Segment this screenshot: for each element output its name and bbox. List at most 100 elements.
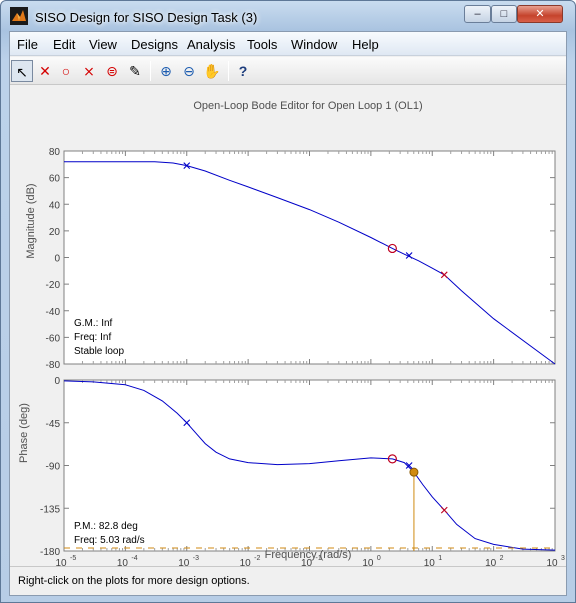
magnitude-y-tick-label: 0 [54, 254, 60, 265]
chart-title: Open-Loop Bode Editor for Open Loop 1 (O… [193, 100, 422, 112]
delete-tool-button[interactable]: ✕ [34, 60, 56, 82]
pole-marker-stroke [405, 252, 413, 259]
arrow-pointer-icon: ↖ [16, 64, 28, 80]
client-area: File Edit View Designs Analysis Tools Wi… [9, 31, 567, 596]
context-help-icon: ? [238, 63, 248, 79]
magnitude-axes[interactable]: 80 60 40 20 0 -20 -40 -60 -80 [46, 147, 556, 371]
zoom-out-tool-button[interactable]: ⊖ [178, 60, 200, 82]
eraser-tool-button[interactable]: ✎ [124, 60, 146, 82]
x-tick-label: 10 [424, 558, 436, 566]
add-zero-pair-tool-button[interactable]: ⊜ [101, 60, 123, 82]
menu-edit[interactable]: Edit [53, 37, 76, 52]
magnitude-y-tick-label: -40 [46, 307, 61, 318]
bode-editor-chart[interactable]: Open-Loop Bode Editor for Open Loop 1 (O… [10, 86, 566, 566]
menu-designs[interactable]: Designs [131, 37, 178, 52]
phase-pole-marker [405, 462, 413, 469]
phase-ylabel: Phase (deg) [18, 403, 30, 463]
pole-marker-stroke [440, 506, 448, 514]
magnitude-y-tick-label: -20 [46, 280, 61, 291]
phase-pole-marker [440, 506, 448, 514]
x-tick-exponent: 3 [561, 555, 565, 562]
zoom-in-tool-button[interactable]: ⊕ [155, 60, 177, 82]
pole-marker-stroke [405, 462, 413, 469]
magnitude-response-line [64, 161, 556, 365]
x-tick-label: 10 [301, 558, 313, 566]
phase-margin-readout: P.M.: 82.8 deg Freq: 5.03 rad/s [74, 521, 145, 546]
magnitude-y-tick-label: 60 [49, 174, 61, 185]
magnitude-pole-marker [440, 271, 448, 279]
phase-y-tick-label: -135 [40, 504, 60, 515]
phase-y-tick-label: -90 [46, 462, 61, 473]
phase-y-tick-label: -45 [46, 419, 61, 430]
x-tick-label: 10 [485, 558, 497, 566]
menu-file[interactable]: File [17, 37, 38, 52]
frequency-xlabel: Frequency (rad/s) [265, 549, 352, 561]
gain-margin-freq-text: Freq: Inf [74, 332, 111, 343]
minimize-button[interactable]: ‒ [464, 5, 491, 23]
gain-margin-readout: G.M.: Inf Freq: Inf Stable loop [74, 318, 124, 357]
eraser-icon: ✎ [129, 63, 141, 79]
add-zero-tool-button[interactable]: ○ [55, 60, 77, 82]
stability-text: Stable loop [74, 346, 124, 357]
x-tick-label: 10 [546, 558, 558, 566]
magnitude-y-tick-label: 40 [49, 200, 61, 211]
menu-tools[interactable]: Tools [247, 37, 278, 52]
hand-icon: ✋ [203, 63, 221, 79]
magnitude-y-tick-label: 20 [49, 227, 61, 238]
phase-margin-marker [409, 467, 419, 477]
x-tick-label: 10 [362, 558, 374, 566]
magnitude-y-tick-label: -80 [46, 360, 61, 371]
complex-zero-icon: ⊜ [106, 63, 118, 79]
delete-x-icon: ✕ [39, 63, 51, 79]
pole-marker-stroke [440, 271, 448, 279]
maximize-button[interactable]: □ [491, 5, 517, 23]
menu-window[interactable]: Window [291, 37, 338, 52]
window-title: SISO Design for SISO Design Task (3) [35, 10, 258, 25]
x-tick-label: 10 [117, 558, 129, 566]
x-tick-exponent: -1 [316, 555, 322, 562]
select-tool-button[interactable]: ↖ [11, 60, 33, 82]
zoom-in-icon: ⊕ [160, 63, 172, 79]
magnitude-pole-marker [405, 252, 413, 259]
x-tick-exponent: 1 [438, 555, 442, 562]
matlab-app-icon [10, 7, 28, 25]
menu-analysis[interactable]: Analysis [187, 37, 236, 52]
phase-margin-freq-text: Freq: 5.03 rad/s [74, 535, 145, 546]
menu-bar: File Edit View Designs Analysis Tools Wi… [10, 32, 566, 56]
zoom-out-icon: ⊖ [183, 63, 195, 79]
x-tick-label: 10 [55, 558, 67, 566]
zero-circle-icon: ○ [61, 63, 71, 79]
gain-margin-text: G.M.: Inf [74, 318, 113, 329]
bode-plot-area[interactable]: Open-Loop Bode Editor for Open Loop 1 (O… [10, 86, 566, 566]
x-tick-exponent: -2 [254, 555, 260, 562]
magnitude-pole-marker [183, 162, 191, 170]
phase-y-tick-label: 0 [54, 376, 60, 387]
pan-tool-button[interactable]: ✋ [201, 60, 223, 82]
menu-help[interactable]: Help [352, 37, 379, 52]
add-pole-pair-tool-button[interactable]: ⨯ [78, 60, 100, 82]
toolbar-separator [150, 61, 151, 81]
status-bar: Right-click on the plots for more design… [10, 566, 566, 595]
menu-view[interactable]: View [89, 37, 117, 52]
toolbar: ↖ ✕ ○ ⨯ ⊜ ✎ ⊕ ⊖ ✋ [10, 57, 566, 85]
x-tick-exponent: 0 [377, 555, 381, 562]
phase-response-line [63, 380, 556, 551]
complex-pole-icon: ⨯ [83, 63, 95, 79]
x-tick-exponent: -4 [131, 555, 137, 562]
status-text: Right-click on the plots for more design… [18, 575, 250, 587]
x-tick-exponent: 2 [500, 555, 504, 562]
x-tick-label: 10 [240, 558, 252, 566]
phase-y-tick-label: -180 [40, 547, 60, 558]
magnitude-plot-background [63, 150, 556, 365]
magnitude-y-tick-label: 80 [49, 147, 61, 158]
close-button[interactable]: ✕ [517, 5, 563, 23]
magnitude-y-tick-label: -60 [46, 333, 61, 344]
x-tick-exponent: -3 [193, 555, 199, 562]
context-help-tool-button[interactable]: ? [232, 60, 254, 82]
phase-zero-marker [387, 454, 397, 464]
phase-pole-marker [183, 419, 191, 427]
magnitude-zero-marker [387, 243, 397, 254]
title-bar[interactable]: SISO Design for SISO Design Task (3) ‒ □… [1, 1, 575, 31]
